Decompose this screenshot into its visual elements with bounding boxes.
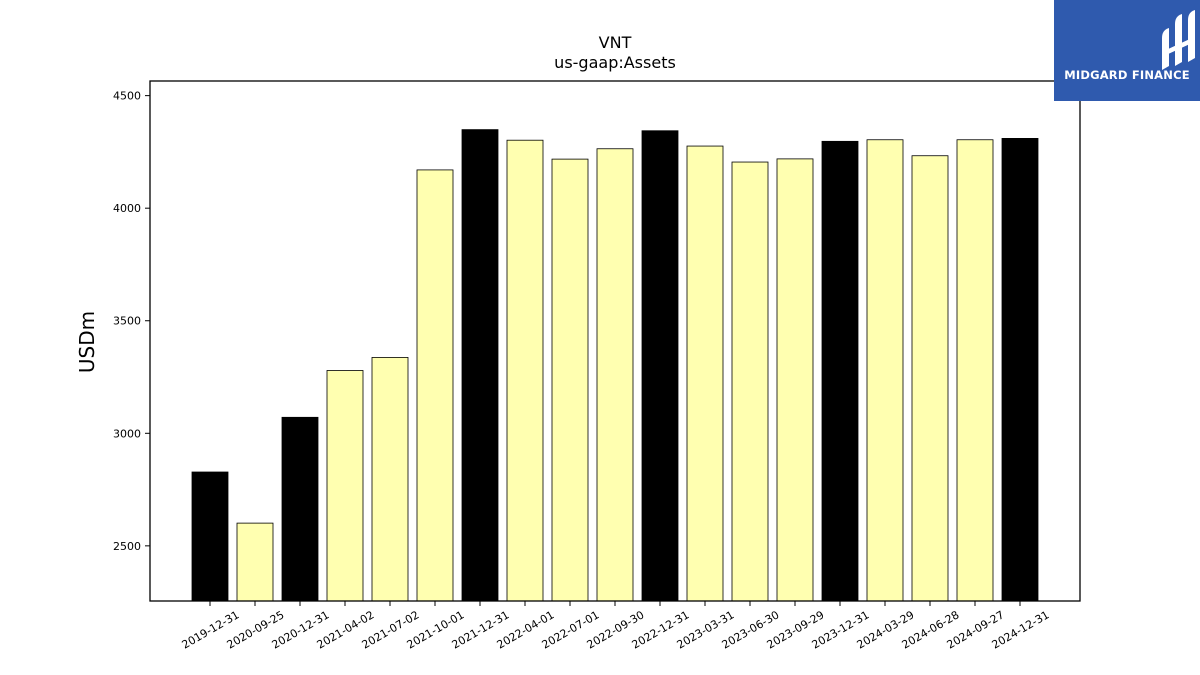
x-axis: 2019-12-312020-09-252020-12-312021-04-02… (180, 601, 1052, 652)
bar (326, 370, 364, 602)
bar (191, 471, 229, 602)
y-tick-label: 3000 (113, 427, 141, 440)
bar (506, 139, 544, 602)
bar (821, 140, 859, 602)
bar (641, 130, 679, 602)
bars-group (191, 129, 1039, 602)
bar (731, 161, 769, 602)
bar (461, 129, 499, 602)
midgard-finance-logo: MIDGARD FINANCE (1054, 0, 1200, 101)
y-tick-label: 4500 (113, 90, 141, 103)
logo-text: MIDGARD FINANCE (1064, 68, 1190, 82)
bar (236, 522, 274, 602)
chart-title: VNT (599, 33, 632, 52)
y-tick-label: 2500 (113, 540, 141, 553)
bar (596, 148, 634, 602)
y-tick-label: 3500 (113, 315, 141, 328)
y-tick-label: 4000 (113, 202, 141, 215)
y-axis-label: USDm (75, 311, 99, 373)
bar (911, 155, 949, 602)
chart-subtitle: us-gaap:Assets (554, 53, 676, 72)
bar (776, 158, 814, 602)
bar (1001, 138, 1039, 602)
y-axis: 2500 3000 3500 4000 4500 (113, 90, 150, 553)
bar (686, 145, 724, 602)
midgard-logo-icon (1162, 10, 1195, 70)
bar (956, 139, 994, 602)
bar (281, 416, 319, 602)
plot-frame (149, 80, 1081, 602)
bar (371, 357, 409, 602)
bar (416, 169, 454, 602)
bar (866, 139, 904, 602)
bar (551, 158, 589, 602)
